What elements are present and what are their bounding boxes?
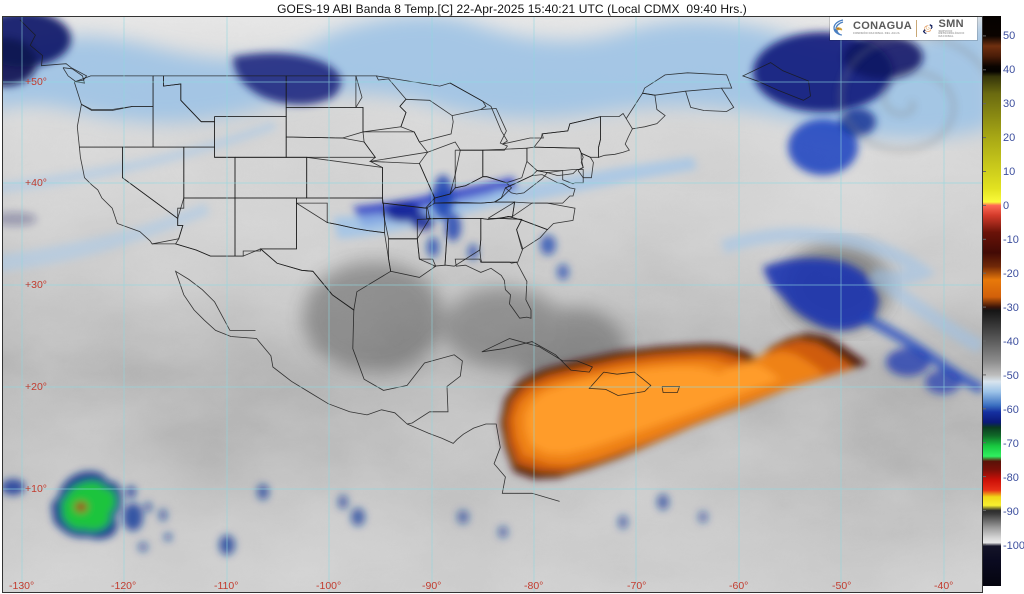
svg-text:-100°: -100° [316,580,341,592]
svg-text:+10°: +10° [25,483,47,495]
svg-text:+40°: +40° [25,177,47,189]
svg-text:-50°: -50° [832,580,851,592]
svg-text:-120°: -120° [111,580,136,592]
svg-text:+30°: +30° [25,279,47,291]
svg-text:+20°: +20° [25,381,47,393]
svg-text:-110°: -110° [214,580,238,592]
svg-text:+50°: +50° [25,76,47,88]
svg-text:-70°: -70° [627,580,646,592]
svg-text:-60°: -60° [729,580,748,592]
svg-text:-90°: -90° [422,580,441,592]
svg-text:-40°: -40° [934,580,953,592]
svg-text:-80°: -80° [524,580,543,592]
svg-text:-130°: -130° [9,580,34,592]
